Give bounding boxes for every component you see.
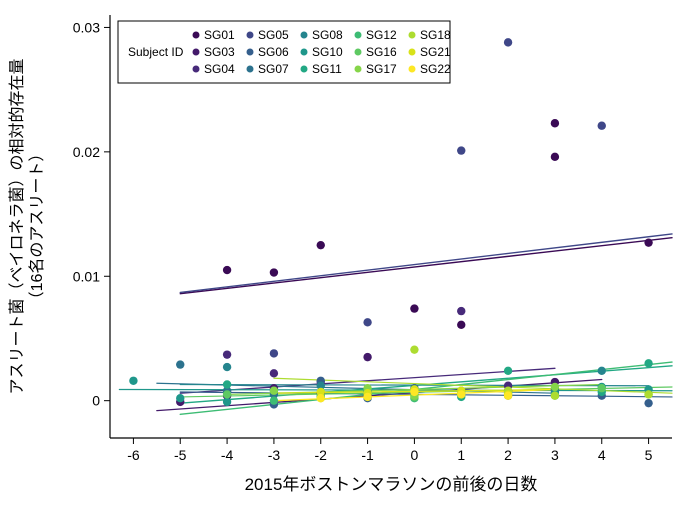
chart-svg: -6 -5 -4 -3 -2 -1 0 1 2 3 4 5 0 0.01 0.02 0.03 2015年ボストン… <box>0 0 687 505</box>
legend-item-SG12: SG12 <box>366 28 397 42</box>
svg-text:0.02: 0.02 <box>73 144 100 160</box>
y-axis-label-1: アスリート菌（ベイロネラ菌）の相対的存在量 <box>8 58 26 394</box>
legend-item-SG18: SG18 <box>420 28 451 42</box>
svg-text:3: 3 <box>551 447 559 463</box>
legend-item-SG07: SG07 <box>258 62 289 76</box>
svg-text:0: 0 <box>411 447 419 463</box>
legend-title: Subject ID <box>128 45 184 59</box>
svg-text:0.01: 0.01 <box>73 268 100 284</box>
legend-item-SG16: SG16 <box>366 45 397 59</box>
svg-text:0: 0 <box>92 393 100 409</box>
svg-text:-2: -2 <box>315 447 328 463</box>
legend-item-SG21: SG21 <box>420 45 451 59</box>
svg-text:2: 2 <box>504 447 512 463</box>
svg-text:-1: -1 <box>361 447 374 463</box>
x-axis-label: 2015年ボストンマラソンの前後の日数 <box>245 475 538 494</box>
legend-item-SG04: SG04 <box>204 62 235 76</box>
chart-container: -6 -5 -4 -3 -2 -1 0 1 2 3 4 5 0 0.01 0.02 0.03 2015年ボストン… <box>0 0 687 505</box>
svg-text:1: 1 <box>457 447 465 463</box>
legend-item-SG03: SG03 <box>204 45 235 59</box>
legend-item-SG22: SG22 <box>420 62 451 76</box>
svg-text:5: 5 <box>645 447 653 463</box>
svg-text:-4: -4 <box>221 447 234 463</box>
svg-text:-6: -6 <box>127 447 140 463</box>
legend-item-SG08: SG08 <box>312 28 343 42</box>
legend-item-SG10: SG10 <box>312 45 343 59</box>
y-axis-label-2: （16名のアスリート） <box>28 146 46 308</box>
svg-text:4: 4 <box>598 447 606 463</box>
legend-item-SG01: SG01 <box>204 28 235 42</box>
svg-text:-3: -3 <box>268 447 281 463</box>
svg-text:0.03: 0.03 <box>73 19 100 35</box>
legend-item-SG11: SG11 <box>312 62 342 76</box>
legend-item-SG05: SG05 <box>258 28 289 42</box>
legend-item-SG17: SG17 <box>366 62 397 76</box>
legend-item-SG06: SG06 <box>258 45 289 59</box>
svg-text:-5: -5 <box>174 447 187 463</box>
